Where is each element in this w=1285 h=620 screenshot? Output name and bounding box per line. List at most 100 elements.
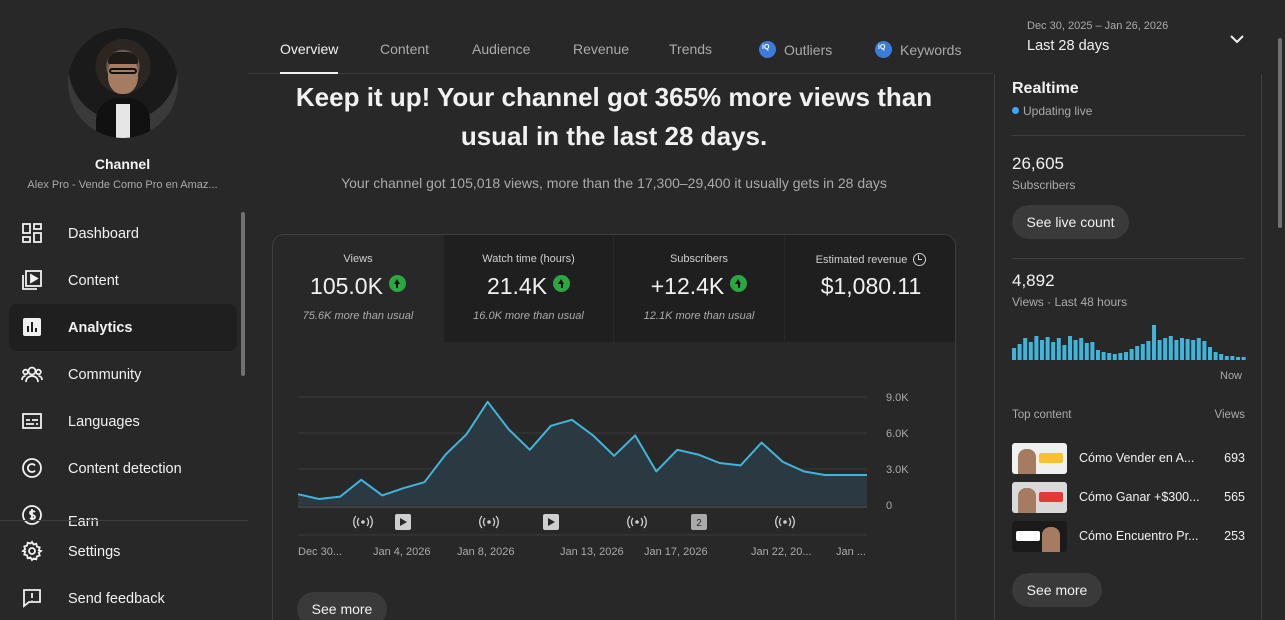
sidebar-item-earn[interactable]: Earn: [9, 492, 237, 530]
date-range-picker[interactable]: Dec 30, 2025 – Jan 26, 2026 Last 28 days: [1027, 20, 1168, 54]
analytics-icon: [23, 318, 41, 336]
top-content-label: Top content: [1012, 409, 1072, 421]
tab-revenue[interactable]: Revenue: [573, 41, 629, 74]
metric-value: 21.4K: [444, 273, 613, 300]
sidebar-item-send-feedback[interactable]: Send feedback: [9, 575, 237, 620]
realtime-bar: [1224, 356, 1229, 360]
see-more-button[interactable]: See more: [297, 592, 387, 620]
metric-watch-time[interactable]: Watch time (hours) 21.4K 16.0K more than…: [444, 235, 613, 342]
now-label: Now: [1220, 370, 1243, 382]
live-icon: [487, 520, 491, 524]
metric-label: Views: [343, 253, 373, 265]
see-more-top-content-button[interactable]: See more: [1012, 573, 1102, 607]
sidebar-item-dashboard[interactable]: Dashboard: [9, 210, 237, 257]
tab-trends[interactable]: Trends: [669, 41, 712, 74]
divider: [1012, 135, 1245, 136]
realtime-bar: [1191, 340, 1196, 360]
short-badge-icon: [691, 514, 707, 530]
tab-keywords[interactable]: Keywords: [875, 41, 961, 74]
page-scrollbar[interactable]: [1278, 38, 1282, 228]
tab-label: Overview: [280, 41, 339, 57]
sidebar-nav: Dashboard Content Analytics Community: [9, 210, 237, 530]
views-column-label: Views: [1214, 409, 1245, 421]
realtime-bar: [1045, 337, 1050, 360]
tab-label: Content: [380, 41, 430, 57]
y-tick-label: 6.0K: [886, 428, 909, 440]
live-icon: [630, 517, 644, 527]
tab-outliers[interactable]: Outliers: [759, 41, 832, 74]
realtime-bar: [1051, 342, 1056, 360]
sidebar-item-label: Send feedback: [68, 590, 165, 607]
date-range-label: Last 28 days: [1027, 38, 1110, 54]
subscriber-label: Subscribers: [1012, 178, 1076, 192]
content-icon: [22, 270, 42, 290]
sidebar-item-content-detection[interactable]: Content detection: [9, 445, 237, 492]
views-chart: 9.0K 6.0K 3.0K 0 2 Dec 30... Jan 4, 2026 Jan 8,…: [297, 392, 909, 558]
gear-icon: [21, 540, 43, 562]
metric-views[interactable]: Views 105.0K 75.6K more than usual: [273, 235, 443, 342]
tab-audience[interactable]: Audience: [472, 41, 530, 74]
realtime-bar: [1219, 354, 1224, 360]
top-content-item[interactable]: Cómo Ganar +$300... 565: [1012, 482, 1245, 514]
live-icon: [635, 520, 639, 524]
metric-note: 16.0K more than usual: [473, 310, 584, 322]
realtime-bar: [1084, 343, 1089, 360]
realtime-status: Updating live: [1012, 104, 1092, 118]
video-icon: [400, 518, 407, 526]
metric-value-text: +12.4K: [650, 273, 725, 299]
realtime-bar: [1146, 341, 1151, 360]
page-headline: Keep it up! Your channel got 365% more v…: [295, 82, 933, 151]
sidebar-item-content[interactable]: Content: [9, 257, 237, 304]
arrow-up-icon: [388, 275, 406, 292]
realtime-bar: [1090, 342, 1095, 360]
tab-content[interactable]: Content: [380, 41, 429, 74]
realtime-bar: [1180, 338, 1184, 360]
tab-label: Keywords: [900, 42, 962, 58]
x-tick-label: Jan 17, 2026: [644, 546, 708, 558]
sidebar-item-settings[interactable]: Settings: [9, 528, 237, 575]
live-icon: [361, 520, 365, 524]
top-content-header: Top content Views: [1012, 409, 1245, 421]
realtime-bar: [1068, 336, 1072, 360]
chevron-down-icon[interactable]: [1229, 31, 1245, 47]
metric-note: 12.1K more than usual: [643, 310, 755, 322]
metric-label: Watch time (hours): [482, 253, 575, 265]
channel-avatar[interactable]: [68, 28, 178, 138]
top-content-item[interactable]: Cómo Vender en A... 693: [1012, 443, 1245, 475]
realtime-bar: [1140, 344, 1145, 360]
sidebar-item-label: Community: [68, 366, 142, 383]
metric-subscribers[interactable]: Subscribers +12.4K 12.1K more than usual: [614, 235, 784, 342]
sidebar-item-languages[interactable]: Languages: [9, 398, 237, 445]
x-tick-label: Jan 8, 2026: [457, 546, 515, 558]
sidebar-item-analytics[interactable]: Analytics: [9, 304, 237, 351]
metric-label: Subscribers: [669, 253, 729, 265]
date-range-text: Dec 30, 2025 – Jan 26, 2026: [1027, 20, 1169, 32]
page-subline: Your channel got 105,018 views, more tha…: [341, 175, 887, 191]
sidebar-scrollbar[interactable]: [241, 212, 245, 376]
subscriber-count: 26,605: [1012, 154, 1064, 173]
y-tick-label: 0: [886, 500, 892, 512]
realtime-bar: [1056, 338, 1061, 360]
live-icon: [356, 517, 370, 527]
realtime-bar: [1185, 339, 1190, 360]
metric-label-text: Estimated revenue: [815, 254, 908, 266]
realtime-bar: [1241, 357, 1246, 360]
languages-icon: [22, 413, 42, 429]
metric-revenue[interactable]: Estimated revenue $1,080.11: [785, 235, 955, 342]
live-icon: [775, 515, 795, 529]
channel-title: Channel: [94, 156, 151, 172]
sidebar-item-label: Dashboard: [68, 225, 139, 242]
tab-label: Revenue: [573, 41, 630, 57]
realtime-bar: [1118, 353, 1123, 360]
tab-label: Outliers: [784, 42, 833, 58]
divider: [1012, 258, 1245, 259]
top-content-item[interactable]: Cómo Encuentro Pr... 253: [1012, 521, 1245, 553]
realtime-bar: [1028, 342, 1033, 360]
sidebar-item-community[interactable]: Community: [9, 351, 237, 398]
tab-overview[interactable]: Overview: [280, 41, 339, 74]
realtime-bar: [1135, 346, 1140, 360]
tab-label: Audience: [472, 41, 531, 57]
see-live-count-button[interactable]: See live count: [1012, 205, 1129, 239]
live-icon: [353, 515, 373, 529]
realtime-title: Realtime: [1012, 80, 1079, 97]
